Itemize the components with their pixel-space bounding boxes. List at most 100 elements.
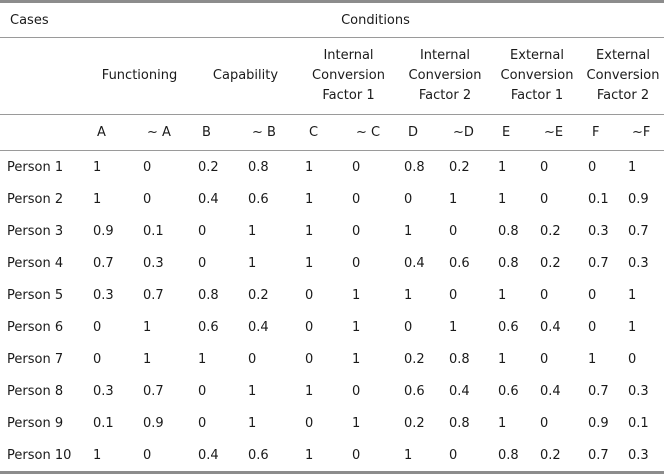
table-cell: 0.2 bbox=[449, 159, 470, 175]
table-cell: 0 bbox=[588, 159, 597, 175]
condition-group-header-line: External bbox=[510, 48, 564, 63]
table-row: Person 4 0.7 0.3 0 1 1 0 0.4 0.6 0.8 0.2 0.7 0.3 bbox=[0, 247, 664, 279]
table-cell: 0 bbox=[628, 351, 637, 367]
table-cell: 1 bbox=[588, 351, 597, 367]
condition-group-header-line: Factor 2 bbox=[418, 88, 472, 103]
table-cell: 1 bbox=[628, 287, 637, 303]
table-cell: 1 bbox=[352, 319, 361, 335]
table-cell: 0.9 bbox=[588, 415, 609, 431]
table-row: Person 10 1 0 0.4 0.6 1 0 1 0 0.8 0.2 0.7 0.3 bbox=[0, 439, 664, 474]
condition-group-header-line: Factor 1 bbox=[510, 88, 564, 103]
table-cell: 0 bbox=[540, 415, 549, 431]
group-header-spacer bbox=[0, 37, 87, 115]
table-cell: 1 bbox=[498, 159, 507, 175]
table-cell: 0 bbox=[352, 223, 361, 239]
table-cell: 0 bbox=[346, 439, 398, 474]
table-cell: 1 bbox=[299, 439, 346, 474]
condition-group-header-line: Internal bbox=[419, 48, 471, 63]
table-cell: 1 bbox=[248, 415, 257, 431]
row-label-case: Person 9 bbox=[7, 415, 64, 431]
table-cell: 0.7 bbox=[93, 255, 114, 271]
table-cell: 1 bbox=[628, 319, 637, 335]
sub-column-header: ~ A bbox=[137, 114, 192, 151]
table-cell: 0 bbox=[198, 255, 207, 271]
table-cell: 0 bbox=[305, 351, 314, 367]
cases-column-header: Cases bbox=[0, 0, 87, 38]
table-cell: 0 bbox=[540, 351, 549, 367]
row-label-case: Person 3 bbox=[7, 223, 64, 239]
table-cell: 1 bbox=[87, 439, 137, 474]
sub-column-header: D bbox=[398, 114, 443, 151]
table-cell: 0 bbox=[93, 319, 102, 335]
table-cell: 0.8 bbox=[492, 439, 534, 474]
row-label-case: Person 4 bbox=[7, 255, 64, 271]
table-cell: 0.8 bbox=[248, 159, 269, 175]
table-cell: 0.6 bbox=[449, 255, 470, 271]
table-cell: 0.3 bbox=[93, 287, 114, 303]
table-cell: 1 bbox=[305, 383, 314, 399]
condition-group-header: Internal Conversion Factor 2 bbox=[398, 37, 492, 115]
table-cell: 1 bbox=[449, 319, 458, 335]
table-cell: 0.4 bbox=[404, 255, 425, 271]
table-cell: 0 bbox=[198, 383, 207, 399]
table-cell: 0.9 bbox=[143, 415, 164, 431]
table-cell: 1 bbox=[248, 383, 257, 399]
table-cell: 0 bbox=[588, 319, 597, 335]
sub-header-spacer bbox=[0, 114, 87, 151]
table-cell: 1 bbox=[498, 415, 507, 431]
table-row: Person 3 0.9 0.1 0 1 1 0 1 0 0.8 0.2 0.3 0.7 bbox=[0, 215, 664, 247]
table-cell: 0 bbox=[143, 159, 152, 175]
condition-group-header-line: Conversion bbox=[408, 68, 482, 83]
condition-group-header-line: Factor 2 bbox=[596, 88, 650, 103]
table-cell: 0 bbox=[248, 351, 257, 367]
table-cell: 0.6 bbox=[404, 383, 425, 399]
table-cell: 0.2 bbox=[404, 351, 425, 367]
table-cell: 1 bbox=[404, 287, 413, 303]
table-body: Person 1 1 0 0.2 0.8 1 0 0.8 0.2 1 0 0 1 Person 2 1 0 0.… bbox=[0, 151, 664, 474]
table-cell: 1 bbox=[93, 191, 102, 207]
condition-group-header: Functioning bbox=[87, 37, 192, 115]
table-cell: 0.4 bbox=[540, 319, 561, 335]
table-header: Cases Conditions Functioning Capability In… bbox=[0, 0, 664, 151]
table-cell: 1 bbox=[248, 223, 257, 239]
conditions-header: Conditions bbox=[87, 0, 664, 38]
table-cell: 1 bbox=[143, 319, 152, 335]
table-cell: 0.1 bbox=[93, 415, 114, 431]
table-cell: 1 bbox=[498, 351, 507, 367]
table-cell: 1 bbox=[404, 223, 413, 239]
table-cell: 0.6 bbox=[198, 319, 219, 335]
table-cell: 0 bbox=[305, 319, 314, 335]
table-row: Person 9 0.1 0.9 0 1 0 1 0.2 0.8 1 0 0.9 0.1 bbox=[0, 407, 664, 439]
table-cell: 0.8 bbox=[449, 415, 470, 431]
condition-group-header-line: Conversion bbox=[312, 68, 385, 83]
table-cell: 1 bbox=[398, 439, 443, 474]
table-cell: 0 bbox=[198, 415, 207, 431]
sub-column-header: ~D bbox=[443, 114, 492, 151]
row-label-case: Person 6 bbox=[7, 319, 64, 335]
table-cell: 1 bbox=[305, 255, 314, 271]
row-label-case: Person 10 bbox=[0, 439, 87, 474]
table-cell: 1 bbox=[628, 159, 637, 175]
row-label-case: Person 5 bbox=[7, 287, 64, 303]
table-cell: 1 bbox=[352, 351, 361, 367]
table-cell: 0 bbox=[588, 287, 597, 303]
sub-column-header: B bbox=[192, 114, 242, 151]
table-cell: 0.9 bbox=[628, 191, 649, 207]
table-cell: 0.8 bbox=[498, 255, 519, 271]
table-cell: 1 bbox=[498, 191, 507, 207]
table-cell: 0.4 bbox=[540, 383, 561, 399]
table-cell: 1 bbox=[305, 191, 314, 207]
table-cell: 0.3 bbox=[143, 255, 164, 271]
table-cell: 1 bbox=[305, 223, 314, 239]
table-cell: 0.3 bbox=[622, 439, 664, 474]
condition-group-header-line: Conversion bbox=[586, 68, 660, 83]
table-cell: 0.3 bbox=[93, 383, 114, 399]
table-cell: 0 bbox=[540, 191, 549, 207]
table-cell: 0 bbox=[137, 439, 192, 474]
condition-group-header: Capability bbox=[192, 37, 299, 115]
table-cell: 0.2 bbox=[540, 255, 561, 271]
table-cell: 0.4 bbox=[198, 191, 219, 207]
table-cell: 0.2 bbox=[534, 439, 582, 474]
